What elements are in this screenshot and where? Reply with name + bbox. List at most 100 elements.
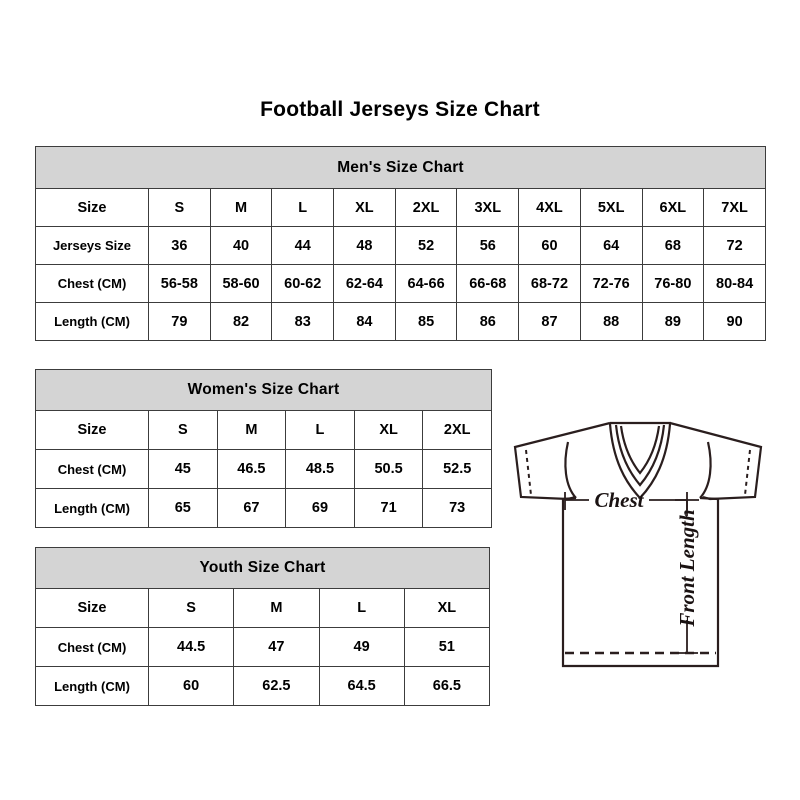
table-cell: 48.5	[285, 449, 355, 489]
table-cell: 89	[641, 302, 705, 341]
row-label-jerseys-size: Jerseys Size	[35, 226, 149, 265]
column-header-l: L	[318, 588, 405, 628]
table-row: Length (CM) 79 82 83 84 85 86 87 88 89 9…	[35, 302, 766, 341]
column-header-s: S	[148, 188, 211, 227]
column-header-l: L	[271, 188, 335, 227]
table-cell: 68	[641, 226, 705, 265]
column-header-5xl: 5XL	[579, 188, 643, 227]
table-cell: 58-60	[209, 264, 273, 303]
row-label-length: Length (CM)	[35, 488, 149, 528]
womens-table-title: Women's Size Chart	[35, 369, 492, 411]
column-header-size: Size	[35, 588, 149, 628]
table-row: Jerseys Size 36 40 44 48 52 56 60 64 68 …	[35, 226, 766, 265]
table-cell: 60	[518, 226, 581, 265]
column-header-xl: XL	[403, 588, 491, 628]
jersey-right-armhole-seam	[699, 441, 712, 499]
table-cell: 45	[148, 449, 218, 489]
youth-table-title: Youth Size Chart	[35, 547, 490, 589]
table-cell: 50.5	[353, 449, 424, 489]
jersey-vneck-outer	[608, 423, 672, 500]
column-header-size: Size	[35, 188, 149, 227]
table-cell: 84	[333, 302, 396, 341]
column-header-6xl: 6XL	[641, 188, 705, 227]
column-header-xl: XL	[353, 410, 424, 450]
table-band-row: Men's Size Chart	[35, 146, 766, 189]
row-label-length: Length (CM)	[35, 302, 149, 341]
table-cell: 76-80	[641, 264, 705, 303]
table-cell: 40	[209, 226, 273, 265]
column-header-4xl: 4XL	[518, 188, 581, 227]
table-cell: 48	[333, 226, 396, 265]
table-row: Length (CM) 65 67 69 71 73	[35, 488, 492, 528]
youth-size-table: Youth Size Chart Size S M L XL Chest (CM…	[35, 547, 491, 706]
table-cell: 56	[456, 226, 520, 265]
front-length-measure-label: Front Length	[675, 509, 699, 627]
column-header-s: S	[148, 410, 218, 450]
column-header-2xl: 2XL	[394, 188, 458, 227]
jersey-right-shoulder-connector	[699, 496, 719, 501]
table-row: Chest (CM) 45 46.5 48.5 50.5 52.5	[35, 449, 492, 489]
jersey-right-sleeve-outline	[669, 421, 763, 501]
table-cell: 90	[703, 302, 766, 341]
table-cell: 47	[233, 627, 320, 667]
table-cell: 83	[271, 302, 335, 341]
table-cell: 36	[148, 226, 211, 265]
table-cell: 64	[579, 226, 643, 265]
table-cell: 86	[456, 302, 520, 341]
column-header-m: M	[216, 410, 287, 450]
table-cell: 56-58	[148, 264, 211, 303]
table-cell: 44.5	[147, 627, 235, 667]
column-header-7xl: 7XL	[703, 188, 766, 227]
table-row: Length (CM) 60 62.5 64.5 66.5	[35, 666, 491, 706]
jersey-left-cuff-stitch	[525, 449, 532, 496]
table-cell: 72	[703, 226, 766, 265]
jersey-right-cuff-stitch	[744, 449, 751, 496]
table-cell: 49	[318, 627, 405, 667]
table-cell: 52	[394, 226, 458, 265]
womens-size-table: Women's Size Chart Size S M L XL 2XL Che…	[35, 369, 492, 528]
column-header-2xl: 2XL	[422, 410, 492, 450]
table-header-row: Size S M L XL 2XL 3XL 4XL 5XL 6XL 7XL	[35, 188, 766, 227]
row-label-chest: Chest (CM)	[35, 264, 149, 303]
table-cell: 64-66	[394, 264, 458, 303]
table-band-row: Women's Size Chart	[35, 369, 492, 411]
jersey-measurement-diagram: Chest Front Length	[497, 398, 777, 688]
table-cell: 87	[518, 302, 581, 341]
column-header-l: L	[285, 410, 355, 450]
jersey-torso-outline	[561, 499, 720, 668]
jersey-vneck-inner-band-2	[619, 425, 661, 475]
table-cell: 66.5	[403, 666, 491, 706]
table-cell: 65	[148, 488, 218, 528]
table-cell: 60-62	[271, 264, 335, 303]
row-label-length: Length (CM)	[35, 666, 149, 706]
row-label-chest: Chest (CM)	[35, 449, 149, 489]
table-band-row: Youth Size Chart	[35, 547, 490, 589]
table-cell: 46.5	[216, 449, 287, 489]
table-cell: 51	[403, 627, 491, 667]
column-header-xl: XL	[333, 188, 396, 227]
table-header-row: Size S M L XL 2XL	[35, 410, 492, 450]
table-cell: 73	[422, 488, 492, 528]
table-cell: 79	[148, 302, 211, 341]
column-header-3xl: 3XL	[456, 188, 520, 227]
row-label-chest: Chest (CM)	[35, 627, 149, 667]
table-cell: 71	[353, 488, 424, 528]
table-cell: 62-64	[333, 264, 396, 303]
table-cell: 62.5	[233, 666, 320, 706]
mens-size-table: Men's Size Chart Size S M L XL 2XL 3XL 4…	[35, 146, 766, 341]
table-cell: 44	[271, 226, 335, 265]
chest-measure-label: Chest	[594, 488, 644, 512]
table-row: Chest (CM) 56-58 58-60 60-62 62-64 64-66…	[35, 264, 766, 303]
jersey-vneck-inner-band-1	[614, 424, 666, 487]
table-cell: 52.5	[422, 449, 492, 489]
column-header-size: Size	[35, 410, 149, 450]
table-cell: 64.5	[318, 666, 405, 706]
table-cell: 72-76	[579, 264, 643, 303]
table-row: Chest (CM) 44.5 47 49 51	[35, 627, 491, 667]
table-cell: 85	[394, 302, 458, 341]
table-cell: 60	[147, 666, 235, 706]
table-cell: 67	[216, 488, 287, 528]
table-cell: 88	[579, 302, 643, 341]
column-header-s: S	[147, 588, 235, 628]
table-cell: 69	[285, 488, 355, 528]
